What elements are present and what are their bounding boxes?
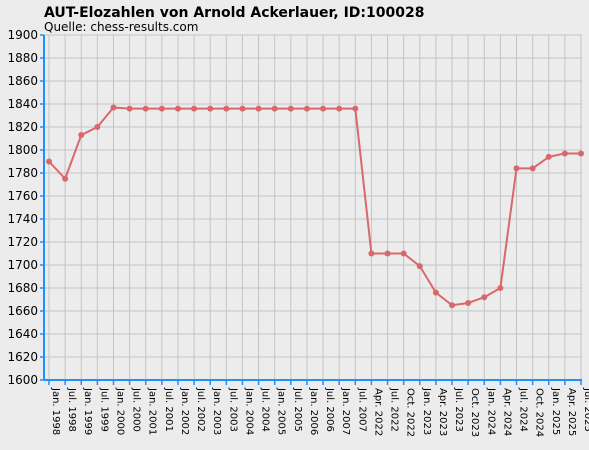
data-point <box>94 124 101 130</box>
x-tick-label: Jan. 1999 <box>82 387 93 435</box>
x-tick-label: Jul. 2023 <box>453 387 464 432</box>
x-tick-label: Apr. 2022 <box>372 388 383 436</box>
x-tick-label: Jul. 1998 <box>66 387 77 432</box>
y-tick-label: 1600 <box>7 373 38 387</box>
x-tick-label: Jul. 2003 <box>227 387 238 432</box>
x-tick-label: Jan. 2002 <box>179 387 190 435</box>
x-tick-label: Apr. 2023 <box>437 388 448 436</box>
x-tick-label: Jan. 1998 <box>50 387 61 435</box>
data-point <box>271 105 278 112</box>
x-tick-label: Jan. 2001 <box>147 387 158 435</box>
x-tick-label: Jul. 2022 <box>389 387 400 432</box>
y-tick-label: 1880 <box>7 51 38 65</box>
series-line <box>48 106 581 307</box>
x-tick-label: Oct. 2022 <box>405 388 416 437</box>
x-tick-label: Jul. 2006 <box>324 387 335 432</box>
y-tick-label: 1720 <box>7 235 38 249</box>
data-point <box>223 105 230 112</box>
y-tick-label: 1620 <box>7 350 38 364</box>
data-point <box>174 105 181 112</box>
y-tick-label: 1740 <box>7 212 38 226</box>
x-tick-labels: Jan. 1998 Jul. 1998 Jan. 1999 Jul. 1999 Jan.… <box>50 387 589 437</box>
data-point <box>336 105 343 112</box>
y-tick-label: 1900 <box>7 28 38 42</box>
data-point <box>191 105 198 112</box>
chart-subtitle: Quelle: chess-results.com <box>44 20 198 34</box>
data-point <box>320 105 327 112</box>
x-tick-label: Jul. 2001 <box>163 387 174 432</box>
series <box>46 104 584 309</box>
x-tick-label: Jul. 1999 <box>98 387 109 432</box>
data-point <box>513 165 520 172</box>
x-tick-label: Oct. 2024 <box>534 388 545 437</box>
x-tick-label: Jul. 2004 <box>260 387 271 432</box>
data-point <box>497 285 504 291</box>
data-point <box>449 302 456 309</box>
data-point <box>432 289 439 296</box>
x-tick-label: Apr. 2025 <box>566 388 577 436</box>
x-tick-label: Jan. 2007 <box>340 387 351 435</box>
data-point <box>46 158 52 165</box>
data-point <box>110 104 117 111</box>
data-point <box>481 294 488 301</box>
data-point <box>400 250 407 257</box>
data-point <box>287 105 294 112</box>
data-point <box>529 165 536 172</box>
y-tick-label: 1820 <box>7 120 38 134</box>
data-point <box>561 150 568 157</box>
x-tick-label: Jan. 2006 <box>308 387 319 435</box>
y-tick-label: 1700 <box>7 258 38 272</box>
data-point <box>255 105 262 112</box>
x-tick-label: Jan. 2025 <box>550 387 561 435</box>
x-tick-label: Jan. 2004 <box>243 387 254 435</box>
x-tick-label: Jan. 2005 <box>276 387 287 435</box>
x-tick-label: Jan. 2000 <box>114 387 125 435</box>
grid <box>44 34 582 381</box>
y-tick-label: 1840 <box>7 97 38 111</box>
x-tick-label: Oct. 2023 <box>469 388 480 437</box>
data-point <box>384 250 391 257</box>
x-tick-label: Jan. 2023 <box>421 387 432 435</box>
chart-title: AUT-Elozahlen von Arnold Ackerlauer, ID:… <box>44 5 424 21</box>
y-tick-label: 1760 <box>7 189 38 203</box>
data-point <box>545 153 552 160</box>
x-tick-label: Jan. 2024 <box>485 387 496 435</box>
data-point <box>578 150 584 157</box>
data-point <box>62 175 69 182</box>
data-point <box>158 105 165 112</box>
x-tick-label: Jul. 2025 <box>582 387 589 432</box>
x-tick-label: Jul. 2005 <box>292 387 303 432</box>
data-point <box>416 263 423 270</box>
data-point <box>126 105 133 112</box>
x-tick-label: Jul. 2000 <box>131 387 142 432</box>
y-tick-label: 1680 <box>7 281 38 295</box>
x-tick-label: Jan. 2003 <box>211 387 222 435</box>
y-tick-label: 1800 <box>7 143 38 157</box>
data-point <box>368 250 375 257</box>
data-point <box>78 132 85 139</box>
y-tick-label: 1780 <box>7 166 38 180</box>
data-point <box>239 105 246 112</box>
x-tick-label: Jul. 2007 <box>356 387 367 432</box>
data-point <box>465 299 472 306</box>
x-tick-label: Jul. 2024 <box>518 387 529 432</box>
x-tick-label: Apr. 2024 <box>501 388 512 436</box>
data-point <box>207 105 214 112</box>
y-tick-labels: 1600 1620 1640 1660 1680 1700 1720 1740 1760 1780… <box>7 28 38 387</box>
data-point <box>352 105 359 112</box>
x-tick-label: Jul. 2002 <box>195 387 206 432</box>
y-tick-label: 1860 <box>7 74 38 88</box>
data-point <box>303 105 310 112</box>
y-tick-label: 1640 <box>7 327 38 341</box>
axes <box>40 34 582 385</box>
data-point <box>142 105 149 112</box>
y-tick-label: 1660 <box>7 304 38 318</box>
